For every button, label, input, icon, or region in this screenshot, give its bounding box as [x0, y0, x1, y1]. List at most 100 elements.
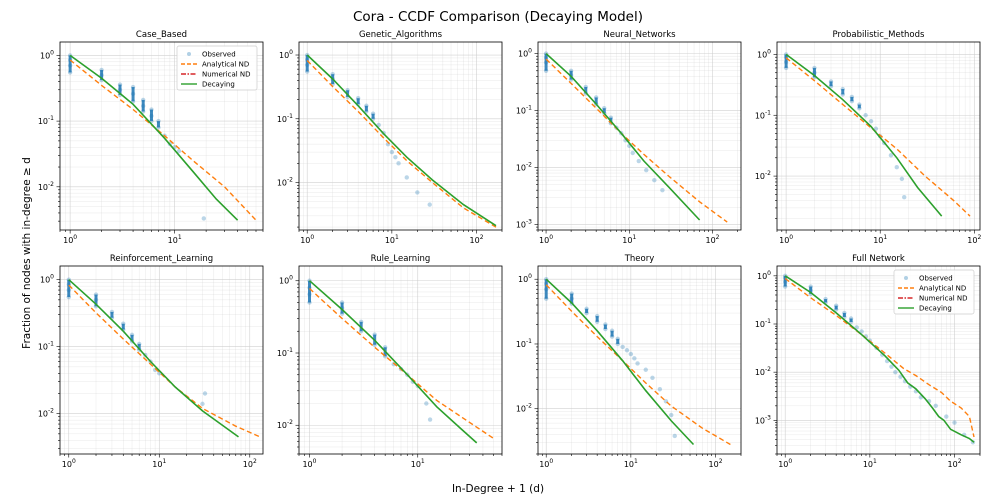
observed-point — [404, 175, 409, 180]
x-tick-label: 102 — [709, 458, 723, 469]
observed-point — [624, 348, 630, 353]
subplot-7: Theory 100 101 102 100 10-1 10-2 — [516, 254, 742, 469]
observed-point — [644, 167, 649, 173]
y-tick-label: 100 — [40, 274, 54, 285]
figure-title: Cora - CCDF Comparison (Decaying Model) — [353, 9, 643, 25]
y-tick-label: 100 — [757, 48, 771, 59]
observed-point — [660, 187, 665, 193]
observed-point — [859, 329, 864, 334]
axes-frame — [776, 41, 981, 231]
decaying-line — [545, 278, 695, 446]
y-tick-label: 10-1 — [277, 113, 293, 124]
subplot-title: Full Network — [852, 254, 905, 264]
legend-label: Numerical ND — [202, 71, 251, 79]
subplot-1: Case_Based 100 101 100 10-1 10-2 Observed Analy… — [38, 30, 264, 245]
observed-point — [933, 403, 938, 409]
legend: Observed Analytical ND Numerical ND Decayin… — [176, 45, 258, 91]
legend-label: Observed — [202, 51, 236, 59]
observed-point — [952, 420, 957, 425]
analytical-line — [784, 277, 975, 438]
y-tick-label: 100 — [518, 48, 532, 59]
observed-point — [898, 374, 903, 380]
legend-marker — [904, 276, 908, 280]
x-tick-label: 101 — [168, 234, 182, 245]
observed-point — [657, 387, 663, 392]
subplot-title: Reinforcement_Learning — [110, 254, 213, 264]
grid — [298, 266, 503, 455]
decaying-line — [785, 53, 943, 217]
observed-point — [893, 369, 898, 375]
analytical-line — [68, 284, 261, 438]
subplot-title: Rule_Learning — [371, 254, 431, 264]
x-tick-label: 101 — [622, 234, 636, 245]
y-tick-label: 10-2 — [516, 403, 532, 414]
subplot-3: Neural_Networks 100 101 102 100 10-1 10-2 10-3 — [516, 30, 742, 245]
y-tick-label: 100 — [518, 273, 532, 284]
observed-point — [672, 433, 677, 439]
observed-point — [635, 361, 640, 366]
x-tick-label: 102 — [470, 234, 484, 245]
x-tick-label: 102 — [243, 458, 257, 469]
figure-xlabel: In-Degree + 1 (d) — [452, 483, 544, 495]
observed-point — [415, 190, 420, 195]
observed-point — [899, 176, 905, 182]
x-tick-label: 102 — [967, 234, 981, 245]
x-tick-label: 101 — [863, 458, 877, 469]
subplot-8: Full Network 100 101 102 100 10-1 10-2 10-3 Obse… — [755, 254, 981, 469]
x-tick-label: 102 — [705, 234, 719, 245]
y-tick-label: 10-1 — [755, 109, 771, 120]
subplot-title: Genetic_Algorithms — [359, 30, 443, 40]
observed-point — [424, 401, 429, 406]
subplot-title: Neural_Networks — [603, 30, 676, 40]
observed-point — [650, 375, 655, 381]
grid — [59, 266, 263, 454]
grid — [776, 42, 980, 230]
y-tick-label: 10-3 — [516, 218, 532, 229]
y-tick-label: 10-1 — [516, 338, 532, 349]
decaying-line — [306, 54, 497, 227]
plot-area — [67, 53, 257, 221]
axes-frame — [298, 265, 503, 455]
y-tick-label: 100 — [757, 270, 771, 281]
y-tick-label: 100 — [279, 49, 293, 60]
observed-point — [652, 177, 657, 183]
y-tick-label: 100 — [279, 275, 293, 286]
subplot-5: Reinforcement_Learning 100 101 102 100 10-1 10… — [38, 254, 264, 469]
legend-box — [893, 269, 975, 315]
y-tick-label: 10-2 — [277, 419, 293, 430]
observed-point — [944, 414, 949, 419]
y-tick-label: 10-2 — [38, 408, 54, 419]
x-tick-label: 100 — [779, 234, 793, 245]
x-tick-label: 100 — [778, 458, 792, 469]
legend-box — [176, 45, 258, 91]
observed-point — [636, 158, 641, 164]
legend-label: Observed — [919, 275, 953, 283]
observed-point — [200, 401, 205, 407]
grid — [537, 266, 742, 455]
decaying-line — [68, 279, 239, 438]
observed-point — [176, 148, 182, 154]
analytical-line — [309, 287, 494, 439]
plot-area — [544, 277, 731, 446]
observed-point — [868, 118, 874, 124]
x-tick-label: 102 — [948, 458, 962, 469]
subplot-title: Probabilistic_Methods — [833, 30, 925, 40]
subplot-6: Rule_Learning 100 101 100 10-1 10-2 — [277, 254, 503, 469]
observed-point — [201, 216, 206, 221]
x-tick-label: 100 — [62, 458, 76, 469]
x-tick-label: 101 — [624, 458, 638, 469]
legend-label: Decaying — [919, 305, 952, 313]
subplot-2: Genetic_Algorithms 100 101 102 100 10-1 10-2 — [277, 30, 503, 245]
observed-point — [889, 364, 894, 369]
y-tick-label: 10-1 — [755, 318, 771, 329]
analytical-line — [545, 58, 728, 223]
y-tick-label: 100 — [40, 49, 54, 60]
observed-point — [902, 194, 907, 200]
analytical-line — [306, 60, 497, 228]
y-tick-label: 10-2 — [755, 170, 771, 181]
analytical-line — [69, 59, 257, 221]
plot-area — [783, 52, 971, 217]
y-tick-label: 10-2 — [38, 181, 54, 192]
decaying-line — [308, 280, 478, 444]
observed-point — [888, 153, 894, 158]
